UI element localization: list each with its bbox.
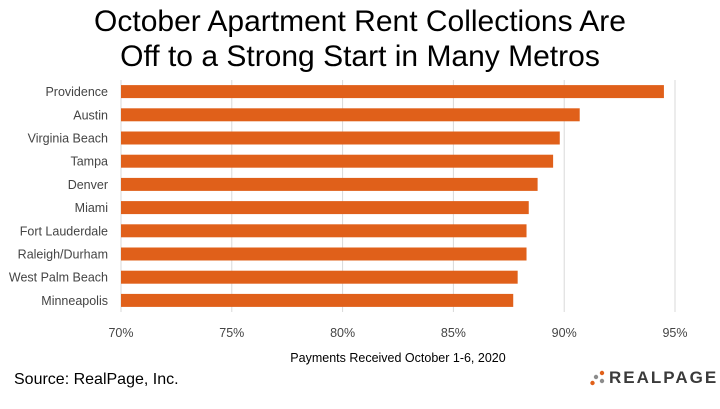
- logo-wordmark: REALPAGE: [609, 368, 719, 387]
- chart-title-line-2: Off to a Strong Start in Many Metros: [120, 40, 600, 73]
- x-tick-label: 90%: [552, 326, 577, 340]
- bar: [121, 131, 560, 145]
- bar: [121, 270, 518, 284]
- x-tick-label: 75%: [219, 326, 244, 340]
- realpage-logo: REALPAGE: [590, 368, 716, 398]
- category-label: Raleigh/Durham: [18, 248, 108, 262]
- category-label: Fort Lauderdale: [20, 224, 108, 238]
- category-label: West Palm Beach: [9, 271, 108, 285]
- category-label: Denver: [68, 178, 108, 192]
- source-note: Source: RealPage, Inc.: [14, 371, 179, 388]
- bar: [121, 293, 514, 307]
- chart-title-line-1: October Apartment Rent Collections Are: [94, 5, 626, 38]
- x-tick-label: 70%: [108, 326, 133, 340]
- bars: [121, 85, 664, 307]
- category-label: Miami: [75, 201, 108, 215]
- bar: [121, 85, 664, 99]
- category-label: Providence: [45, 85, 108, 99]
- category-label: Austin: [73, 108, 108, 122]
- x-tick-label: 95%: [662, 326, 687, 340]
- x-axis-title: Payments Received October 1-6, 2020: [290, 351, 505, 365]
- category-label: Tampa: [70, 155, 108, 169]
- tick-labels: 70% 75% 80% 85% 90% 95%: [108, 326, 687, 340]
- chart-title: October Apartment Rent Collections Are O…: [0, 4, 720, 74]
- logo-dots-icon: [590, 370, 605, 386]
- bar: [121, 177, 538, 191]
- bar: [121, 154, 554, 168]
- bar: [121, 224, 527, 238]
- bar: [121, 247, 527, 261]
- category-labels: Providence Austin Virginia Beach Tampa Denve…: [9, 85, 108, 308]
- x-tick-label: 85%: [441, 326, 466, 340]
- category-label: Minneapolis: [41, 294, 108, 308]
- x-tick-label: 80%: [330, 326, 355, 340]
- bar: [121, 201, 529, 215]
- bar: [121, 108, 580, 122]
- category-label: Virginia Beach: [28, 132, 108, 146]
